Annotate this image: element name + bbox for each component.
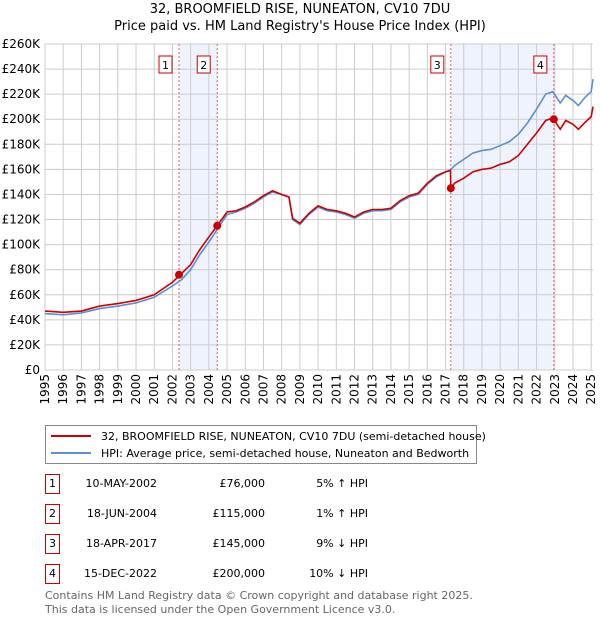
sale-price: £145,000 (212, 537, 266, 550)
x-tick-label: 2008 (275, 374, 289, 405)
legend-swatch-blue (51, 452, 91, 454)
hpi-line (44, 78, 594, 316)
plot-area: £0 £20K £40K £60K £80K £100K £120K £140K £160K £1… (2, 37, 599, 405)
sale-date: 10-MAY-2002 (85, 477, 157, 490)
y-tick-label: £160K (2, 162, 42, 176)
x-tick-label: 2012 (348, 374, 362, 405)
sale-number-box (533, 55, 548, 74)
x-tick-label: 2016 (420, 374, 434, 405)
sale-price: £115,000 (212, 507, 266, 520)
x-tick-label: 2024 (566, 374, 580, 405)
legend-label: 32, BROOMFIELD RISE, NUNEATON, CV10 7DU … (101, 429, 486, 443)
x-tick-label: 2009 (293, 374, 307, 405)
sale-hpi-diff: 10% ↓ HPI (309, 567, 368, 580)
sale-number: 4 (45, 564, 60, 584)
sale-price: £76,000 (219, 477, 266, 490)
y-tick-label: £40K (9, 313, 41, 327)
sale-point (549, 115, 558, 124)
sale-hpi-diff: 1% ↑ HPI (316, 507, 368, 520)
x-tick-label: 2005 (220, 374, 234, 405)
legend-item-property: 32, BROOMFIELD RISE, NUNEATON, CV10 7DU … (46, 428, 486, 444)
x-tick-label: 2011 (329, 374, 343, 405)
legend-item-hpi: HPI: Average price, semi-detached house,… (46, 445, 469, 461)
y-tick-label: £60K (9, 288, 41, 302)
y-tick-label: £260K (2, 37, 42, 51)
x-tick-label: 2022 (530, 374, 544, 405)
chart-title: 32, BROOMFIELD RISE, NUNEATON, CV10 7DU (149, 2, 451, 17)
sale-number-box (158, 55, 173, 74)
sale-row: 3 18-APR-2017 £145,000 9% ↓ HPI (45, 534, 465, 554)
y-tick-label: £200K (2, 112, 42, 126)
sale-number: 2 (45, 504, 60, 524)
x-tick-label: 1998 (93, 374, 107, 405)
sale-number-label: 3 (434, 59, 441, 72)
sale-number: 3 (45, 534, 60, 554)
footer-copyright: Contains HM Land Registry data © Crown c… (45, 589, 473, 602)
y-tick-label: £240K (2, 62, 42, 76)
x-tick-label: 2007 (256, 374, 270, 405)
x-tick-label: 2017 (439, 374, 453, 405)
y-tick-label: £100K (2, 238, 42, 252)
sale-date: 18-APR-2017 (85, 537, 157, 550)
property-price-line (44, 106, 594, 314)
x-tick-label: 2021 (511, 374, 525, 405)
sale-number: 1 (45, 474, 60, 494)
y-tick-label: £20K (9, 338, 41, 352)
legend-swatch-red (51, 435, 91, 437)
sale-point (446, 184, 455, 193)
y-tick-label: £180K (2, 137, 42, 151)
sale-row: 1 10-MAY-2002 £76,000 5% ↑ HPI (45, 474, 465, 494)
sale-date: 15-DEC-2022 (83, 567, 157, 580)
y-tick-label: £140K (2, 187, 42, 201)
x-tick-label: 2010 (311, 374, 325, 405)
sale-hpi-diff: 9% ↓ HPI (316, 537, 368, 550)
y-tick-label: £220K (2, 87, 42, 101)
x-tick-label: 2020 (493, 374, 507, 405)
x-tick-label: 2013 (366, 374, 380, 405)
x-tick-label: 2018 (457, 374, 471, 405)
x-tick-label: 2019 (475, 374, 489, 405)
sale-number-label: 1 (162, 59, 169, 72)
x-tick-label: 2014 (384, 374, 398, 405)
x-tick-label: 2000 (129, 374, 143, 405)
x-tick-label: 1996 (56, 374, 70, 405)
legend: 32, BROOMFIELD RISE, NUNEATON, CV10 7DU … (45, 425, 486, 464)
x-tick-label: 2015 (402, 374, 416, 405)
sale-row: 4 15-DEC-2022 £200,000 10% ↓ HPI (45, 564, 465, 584)
shaded-period (178, 44, 218, 370)
sale-number-label: 4 (537, 59, 544, 72)
shaded-period (450, 44, 554, 370)
x-tick-label: 2025 (584, 374, 598, 405)
x-tick-label: 2001 (147, 374, 161, 405)
x-tick-label: 1999 (111, 374, 125, 405)
x-tick-label: 2023 (548, 374, 562, 405)
sale-hpi-diff: 5% ↑ HPI (316, 477, 368, 490)
sale-point (174, 270, 183, 279)
chart-subtitle: Price paid vs. HM Land Registry's House … (114, 19, 486, 34)
sale-price: £200,000 (212, 567, 266, 580)
y-tick-label: £80K (9, 263, 41, 277)
x-tick-label: 2003 (184, 374, 198, 405)
sale-date: 18-JUN-2004 (86, 507, 157, 520)
x-tick-label: 1995 (38, 374, 52, 405)
footer-licence: This data is licensed under the Open Gov… (45, 603, 396, 616)
x-tick-label: 2002 (165, 374, 179, 405)
x-tick-label: 1997 (74, 374, 88, 405)
y-tick-label: £120K (2, 213, 42, 227)
x-tick-label: 2006 (238, 374, 252, 405)
sale-number-label: 2 (200, 59, 207, 72)
sale-point (213, 221, 222, 230)
sale-number-box (430, 55, 445, 74)
legend-label: HPI: Average price, semi-detached house,… (101, 446, 470, 460)
sale-row: 2 18-JUN-2004 £115,000 1% ↑ HPI (45, 504, 465, 524)
sale-number-box (196, 55, 211, 74)
x-tick-label: 2004 (202, 374, 216, 405)
y-tick-label: £0 (25, 363, 40, 377)
